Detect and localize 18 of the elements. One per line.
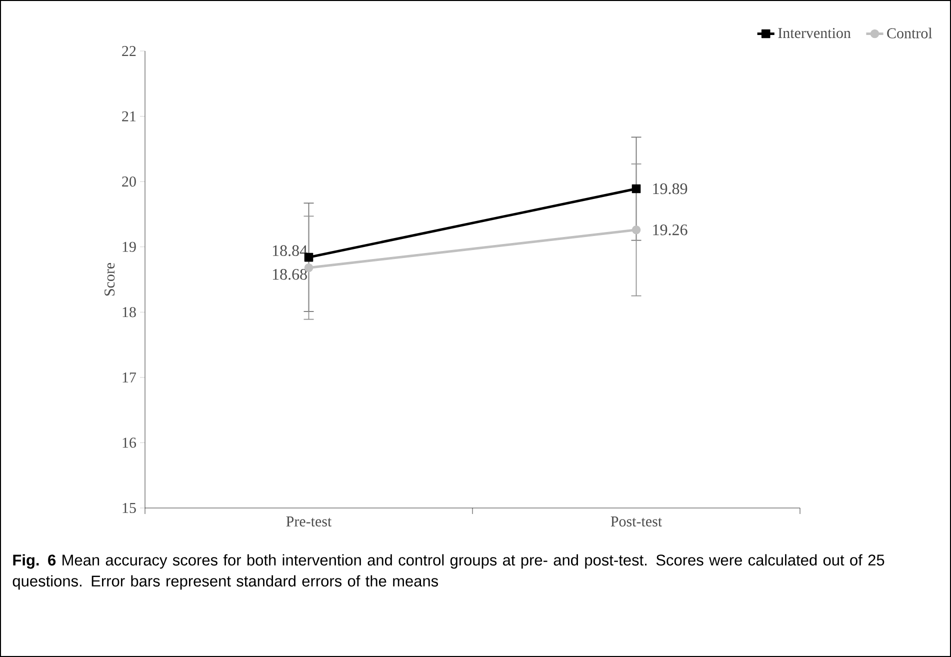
text: Fig. 6 Mean accuracy scores for both intervention and control groups at pre- and post-test. Scores were calculated out of 25 questions. Error bars represent standard errors of the means [12, 554, 884, 590]
y-tick-label: 15 [122, 502, 136, 514]
x-tick-label: Pre-test [286, 516, 332, 526]
y-tick-label: 22 [122, 46, 136, 56]
y-tick-label: 18 [122, 307, 136, 318]
y-axis-title: Score [104, 262, 115, 296]
data-label: 18.84 [272, 245, 308, 256]
y-tick-label: 17 [122, 372, 136, 382]
legend-label: Control [887, 28, 932, 38]
y-tick-label: 16 [122, 438, 136, 448]
y-tick-label: 19 [122, 242, 136, 252]
y-tick-label: 20 [122, 176, 136, 187]
legend-label: Intervention [778, 28, 851, 38]
data-label: 19.89 [653, 183, 688, 194]
x-tick-label: Post-test [610, 516, 662, 526]
data-label: 19.26 [653, 224, 688, 236]
y-tick-label: 21 [122, 111, 136, 122]
data-label: 18.68 [272, 268, 307, 280]
